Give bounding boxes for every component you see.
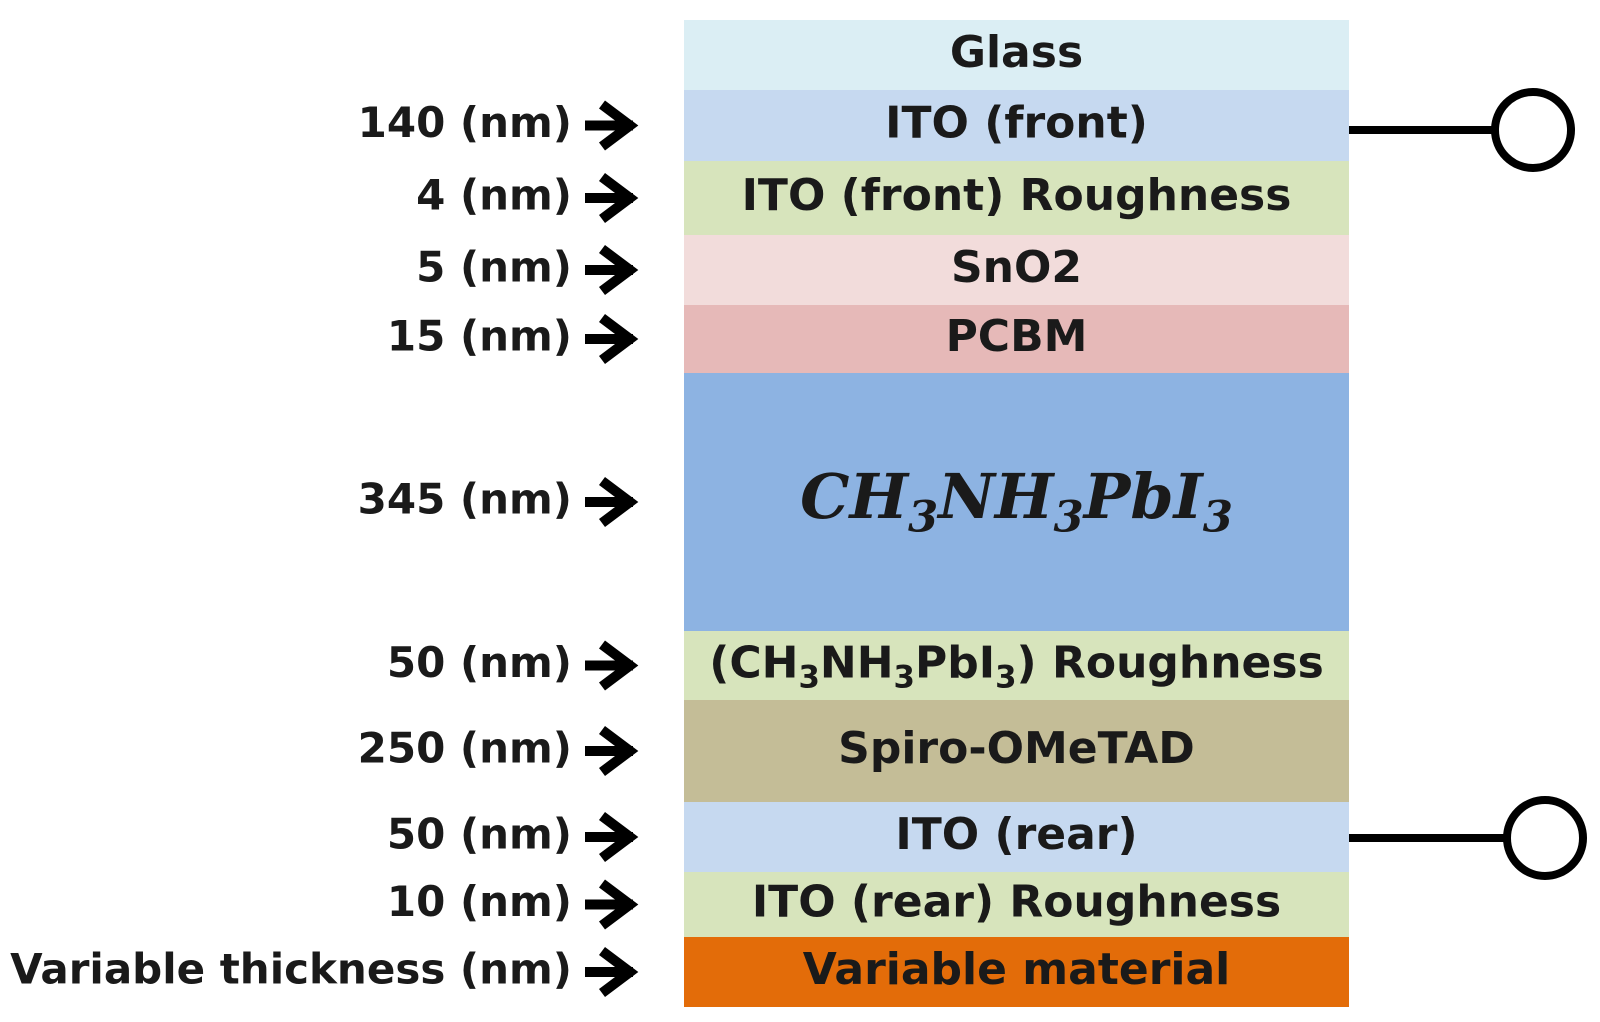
thickness-label: 140 (nm) bbox=[358, 98, 572, 147]
layer-name: (CH3NH3PbI3) Roughness bbox=[709, 638, 1324, 696]
layer bbox=[684, 235, 1349, 305]
thickness-label: 5 (nm) bbox=[416, 243, 572, 292]
subscript: 3 bbox=[995, 659, 1016, 695]
layer bbox=[684, 20, 1349, 90]
subscript: 3 bbox=[1054, 492, 1084, 543]
arrow bbox=[585, 477, 639, 527]
layer-name: PCBM bbox=[946, 311, 1088, 362]
thickness-label: 4 (nm) bbox=[416, 171, 572, 220]
layer-name: ITO (rear) Roughness bbox=[752, 877, 1281, 928]
formula-part: PbI bbox=[1082, 460, 1205, 533]
layer-name: Variable material bbox=[803, 944, 1231, 995]
layer-name: SnO2 bbox=[951, 242, 1082, 293]
formula-part: (CH bbox=[709, 638, 798, 689]
layer bbox=[684, 937, 1349, 1007]
arrow bbox=[585, 812, 639, 862]
thickness-label: 50 (nm) bbox=[387, 638, 572, 687]
subscript: 3 bbox=[894, 659, 915, 695]
thickness-label: Variable thickness (nm) bbox=[10, 945, 572, 994]
thickness-label: 250 (nm) bbox=[358, 724, 572, 773]
subscript: 3 bbox=[1203, 492, 1233, 543]
layer bbox=[684, 90, 1349, 161]
arrow bbox=[585, 173, 639, 223]
formula-part: NH bbox=[936, 460, 1056, 533]
thickness-label: 15 (nm) bbox=[387, 312, 572, 361]
layer-name: Glass bbox=[950, 27, 1083, 78]
layers: Glass ITO (front) ITO (front) Roughness SnO… bbox=[684, 20, 1349, 1007]
layer bbox=[684, 373, 1349, 631]
layer bbox=[684, 631, 1349, 700]
electrode-terminal bbox=[1503, 796, 1587, 880]
arrow bbox=[585, 640, 639, 691]
subscript: 3 bbox=[798, 659, 819, 695]
arrow bbox=[585, 726, 639, 776]
arrow bbox=[585, 245, 639, 295]
subscript: 3 bbox=[908, 492, 938, 543]
electrode-terminal bbox=[1491, 88, 1575, 172]
layer bbox=[684, 802, 1349, 872]
formula-part: NH bbox=[820, 638, 894, 689]
thickness-label: 10 (nm) bbox=[387, 877, 572, 926]
layer-name: ITO (front) Roughness bbox=[742, 170, 1292, 221]
layer bbox=[684, 161, 1349, 235]
thickness-label: 345 (nm) bbox=[358, 475, 572, 524]
layer bbox=[684, 305, 1349, 373]
rear-electrode bbox=[1349, 796, 1587, 880]
arrow bbox=[585, 314, 639, 364]
front-electrode bbox=[1349, 88, 1575, 172]
layer bbox=[684, 872, 1349, 937]
arrow bbox=[585, 947, 639, 997]
layer-name: ITO (front) bbox=[885, 98, 1148, 149]
arrow bbox=[585, 879, 639, 930]
formula-part: PbI bbox=[915, 638, 995, 689]
layer-name: Spiro-OMeTAD bbox=[838, 723, 1195, 774]
layer bbox=[684, 700, 1349, 802]
thickness-label: 50 (nm) bbox=[387, 810, 572, 859]
layer-name: CH3NH3PbI3 bbox=[800, 460, 1233, 543]
formula-part: CH bbox=[800, 460, 910, 533]
layer-name: ITO (rear) bbox=[895, 809, 1137, 860]
arrow bbox=[585, 100, 639, 151]
formula-part: ) Roughness bbox=[1017, 638, 1324, 689]
